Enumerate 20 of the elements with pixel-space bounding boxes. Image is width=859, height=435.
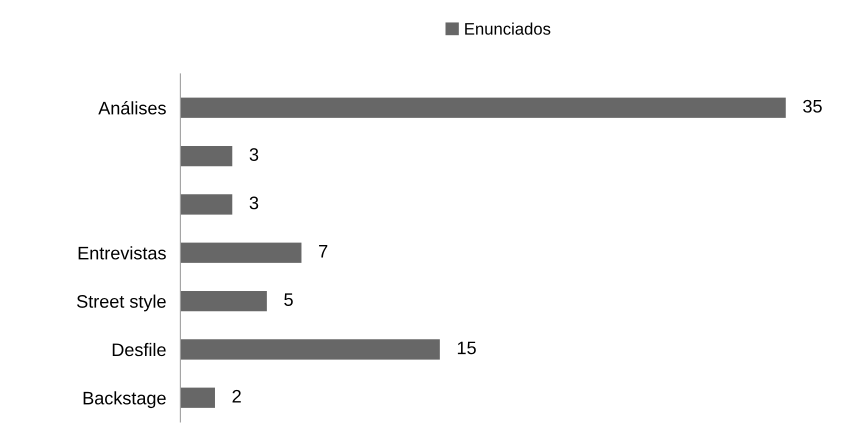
data-label: 3 bbox=[250, 196, 258, 210]
bar bbox=[180, 242, 302, 263]
y-tick-label: Street style bbox=[77, 294, 166, 312]
data-label: 7 bbox=[319, 245, 328, 258]
bar bbox=[180, 194, 232, 215]
y-tick-label: Backstage bbox=[84, 391, 166, 408]
bar bbox=[180, 290, 267, 312]
y-tick-label: Entrevistas bbox=[78, 246, 166, 260]
data-label: 35 bbox=[803, 100, 822, 113]
data-label: 15 bbox=[458, 342, 476, 354]
data-label: 3 bbox=[250, 148, 258, 161]
y-tick-label: Análises bbox=[98, 101, 166, 115]
data-label: 5 bbox=[284, 293, 293, 306]
bar bbox=[180, 388, 215, 408]
bar bbox=[180, 339, 440, 360]
legend-label: Enunciados bbox=[465, 22, 550, 35]
data-label: 2 bbox=[232, 390, 241, 402]
bar bbox=[180, 98, 786, 118]
bar bbox=[180, 146, 232, 166]
y-tick-label: Desfile bbox=[112, 342, 166, 356]
